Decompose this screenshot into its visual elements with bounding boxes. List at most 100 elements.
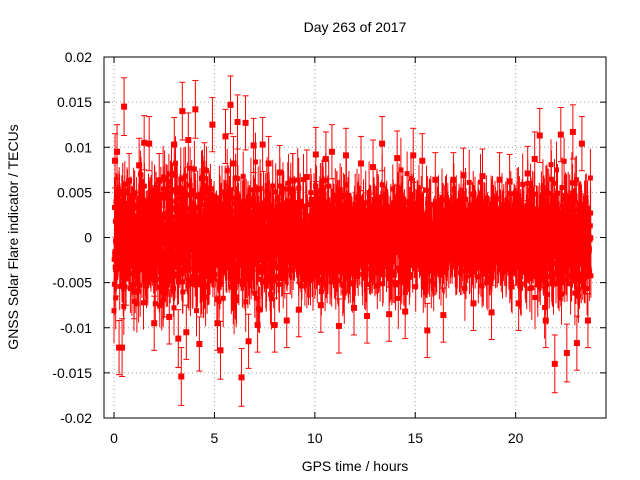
data-point: [370, 164, 377, 171]
data-point: [161, 286, 168, 293]
x-tick-label: 15: [407, 430, 423, 446]
data-point: [254, 322, 261, 329]
data-point: [563, 350, 570, 357]
data-point: [234, 118, 241, 125]
data-point: [121, 103, 128, 110]
data-points: [111, 75, 594, 407]
data-point: [569, 128, 576, 135]
data-point: [214, 320, 221, 327]
data-point: [424, 327, 431, 334]
data-point: [551, 360, 558, 367]
data-point: [259, 141, 266, 148]
data-point: [136, 162, 143, 169]
data-point: [488, 309, 495, 316]
data-point: [317, 302, 324, 309]
data-point: [350, 304, 357, 311]
data-point: [364, 313, 371, 320]
y-tick-label: -0.01: [60, 320, 92, 336]
data-point: [557, 131, 564, 138]
y-tick-label: 0: [84, 230, 92, 246]
y-tick-label: 0.01: [65, 139, 92, 155]
data-point: [238, 374, 245, 381]
data-point: [227, 101, 234, 108]
data-point: [113, 266, 120, 273]
data-point: [116, 344, 123, 351]
data-point: [123, 275, 130, 282]
data-point: [536, 132, 543, 139]
data-point: [276, 169, 283, 176]
data-point: [183, 329, 190, 336]
data-point: [584, 317, 591, 324]
data-point: [295, 306, 302, 313]
data-point: [342, 152, 349, 159]
data-point: [230, 160, 237, 167]
data-point: [175, 335, 182, 342]
data-point: [192, 106, 199, 113]
data-point: [178, 373, 185, 380]
x-tick-label: 0: [110, 430, 118, 446]
data-point: [573, 340, 580, 347]
data-point: [166, 313, 173, 320]
data-point: [114, 148, 121, 155]
data-point: [151, 320, 158, 327]
data-point: [379, 140, 386, 147]
data-point: [524, 170, 531, 177]
data-point: [146, 140, 153, 147]
point-cloud: [111, 158, 594, 314]
data-point: [156, 177, 163, 184]
chart-title: Day 263 of 2017: [304, 19, 407, 35]
data-point: [506, 178, 513, 185]
data-point: [402, 308, 409, 315]
x-tick-label: 10: [307, 430, 323, 446]
data-point: [126, 177, 133, 184]
data-point: [265, 160, 272, 167]
y-tick-label: 0.005: [57, 184, 92, 200]
data-point: [217, 347, 224, 354]
data-point: [335, 322, 342, 329]
y-tick-label: 0.015: [57, 94, 92, 110]
y-tick-label: -0.02: [60, 410, 92, 426]
axis-ticks: 0 5 10 15 20 -0.02 -0.015 -0.01 -0.005 0 0.005 0.01…: [52, 49, 606, 446]
data-point: [271, 322, 278, 329]
data-point: [289, 177, 296, 184]
data-point: [394, 155, 401, 162]
data-point: [542, 317, 549, 324]
data-point: [171, 141, 178, 148]
x-axis-label: GPS time / hours: [302, 458, 409, 474]
data-point: [222, 133, 229, 140]
data-point: [119, 344, 126, 351]
data-point: [196, 340, 203, 347]
data-point: [470, 300, 477, 307]
data-point: [386, 311, 393, 318]
y-tick-label: 0.02: [65, 49, 92, 65]
data-point: [328, 148, 335, 155]
x-tick-label: 20: [508, 430, 524, 446]
x-tick-label: 5: [211, 430, 219, 446]
data-point: [358, 160, 365, 167]
data-point: [531, 155, 538, 162]
data-point: [185, 137, 192, 144]
data-point: [496, 176, 503, 183]
data-point: [419, 157, 426, 164]
data-point: [515, 300, 522, 307]
data-point: [479, 173, 486, 180]
data-point: [312, 151, 319, 158]
data-point: [179, 108, 186, 115]
y-tick-label: -0.005: [52, 275, 92, 291]
data-point: [440, 312, 447, 319]
y-axis-label: GNSS Solar Flare indicator / TECUs: [5, 124, 21, 349]
data-point: [283, 317, 290, 324]
data-point: [245, 338, 252, 345]
data-point: [432, 176, 439, 183]
data-point: [201, 166, 208, 173]
data-point: [460, 172, 467, 179]
data-point: [303, 174, 310, 181]
data-point: [112, 157, 119, 164]
data-point: [410, 152, 417, 159]
data-point: [209, 121, 216, 128]
data-point: [242, 119, 249, 126]
data-point: [322, 155, 329, 162]
y-tick-label: -0.015: [52, 365, 92, 381]
data-point: [141, 139, 148, 146]
data-point: [450, 176, 457, 183]
